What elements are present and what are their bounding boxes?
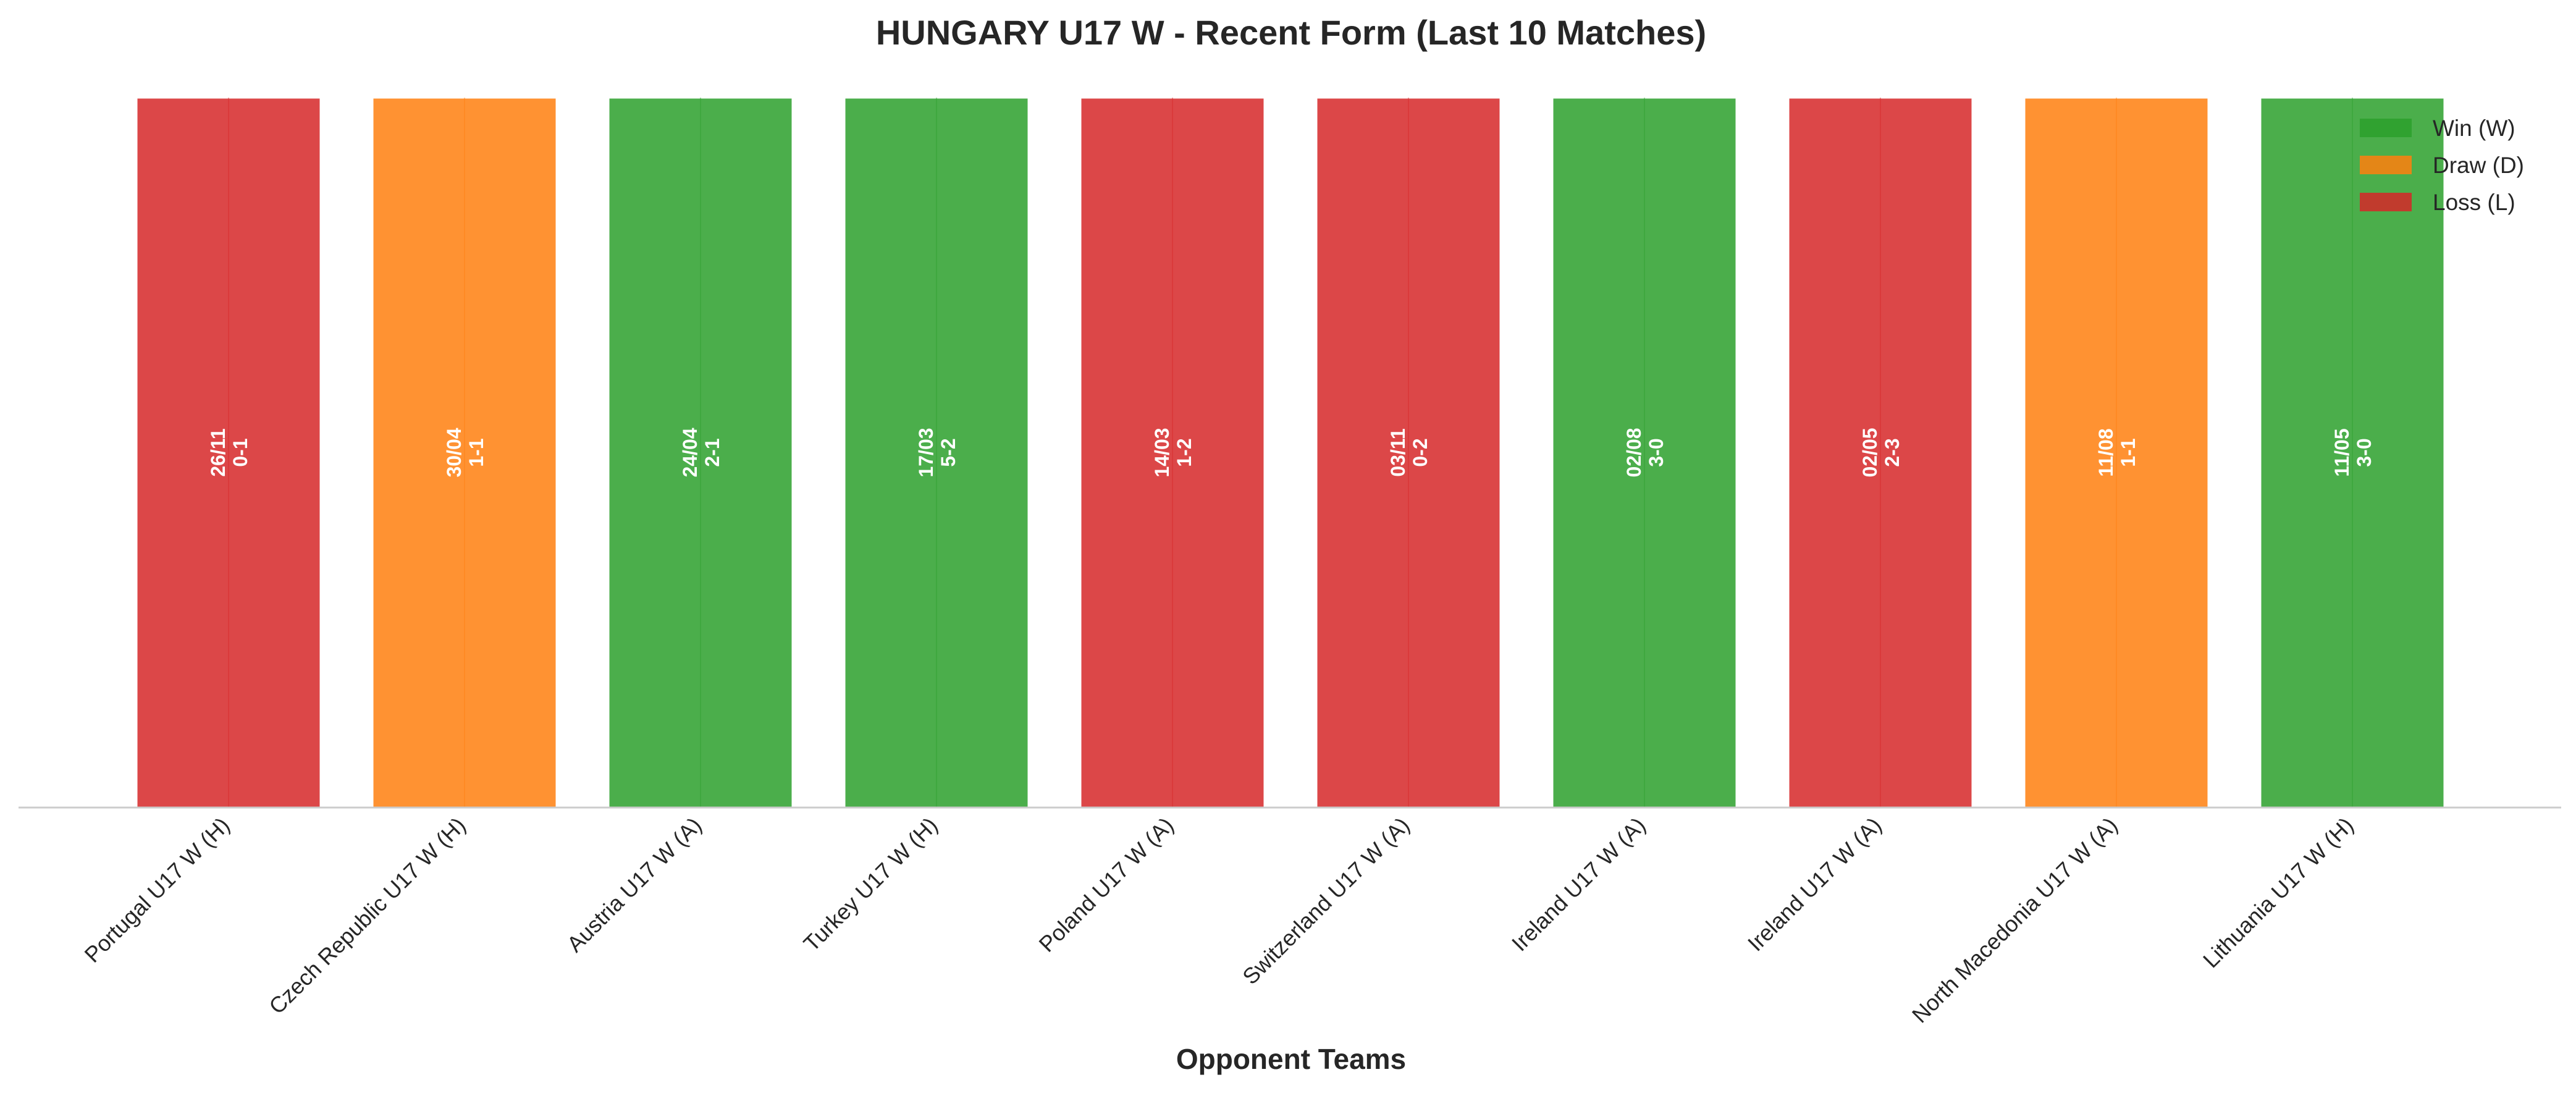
bar-label-score: 3-0 (2353, 438, 2375, 466)
x-tick-label: Portugal U17 W (H) (80, 812, 235, 968)
x-tick-label: Lithuania U17 W (H) (2198, 812, 2359, 973)
x-tick-label: Czech Republic U17 W (H) (264, 812, 471, 1019)
legend-swatch (2360, 193, 2412, 211)
bar-label-score: 2-1 (701, 438, 723, 466)
x-tick-label: Switzerland U17 W (A) (1237, 812, 1414, 989)
bar-label: 02/083-0 (1623, 428, 1667, 477)
bar-label-score: 5-2 (937, 438, 959, 466)
legend: Win (W) Draw (D) Loss (L) (2360, 116, 2524, 215)
chart-title: HUNGARY U17 W - Recent Form (Last 10 Mat… (876, 13, 1706, 52)
bar-label-score: 0-1 (229, 438, 251, 466)
bar (1315, 96, 1502, 809)
x-tick-label: Turkey U17 W (H) (799, 812, 943, 956)
bar-label: 11/053-0 (2331, 428, 2375, 476)
bar-label-score: 1-2 (1173, 438, 1195, 466)
bar (135, 96, 322, 809)
bar-label-date: 11/05 (2331, 428, 2353, 476)
bar (607, 96, 794, 809)
x-tick-label: North Macedonia U17 W (A) (1907, 812, 2123, 1028)
bar-label: 17/035-2 (915, 428, 959, 477)
bar (1079, 96, 1266, 809)
bar-label: 02/052-3 (1859, 428, 1903, 477)
bar-label-score: 3-0 (1645, 438, 1667, 466)
bar-label-date: 02/05 (1859, 428, 1881, 477)
bar-label-date: 24/04 (679, 428, 701, 477)
bar (371, 96, 558, 809)
bar-label-date: 17/03 (915, 428, 937, 477)
x-axis-title: Opponent Teams (1176, 1043, 1406, 1075)
bar-label-date: 26/11 (207, 428, 229, 476)
x-tick-labels: Portugal U17 W (H) Czech Republic U17 W (… (80, 812, 2359, 1028)
bar-label: 30/041-1 (443, 428, 487, 477)
legend-swatch (2360, 119, 2412, 137)
bar-label: 14/031-2 (1151, 428, 1195, 477)
x-tick-label: Poland U17 W (A) (1034, 812, 1179, 957)
legend-label: Win (W) (2433, 116, 2515, 141)
bar (843, 96, 1030, 809)
bar-label-date: 03/11 (1387, 428, 1409, 476)
legend-label: Loss (L) (2433, 190, 2515, 215)
x-tick-label: Ireland U17 W (A) (1743, 812, 1887, 956)
bar-label: 11/081-1 (2095, 428, 2139, 476)
bar-label-score: 1-1 (465, 438, 487, 466)
bar-label-score: 1-1 (2117, 438, 2139, 466)
bar-label-date: 11/08 (2095, 428, 2117, 476)
bar-label: 03/110-2 (1387, 428, 1431, 476)
bars-layer: 26/110-1 30/041-1 24/042-1 17/035-2 14/031-2… (135, 96, 2446, 809)
bar-label-date: 14/03 (1151, 428, 1173, 477)
legend-swatch (2360, 156, 2412, 174)
bar-label: 26/110-1 (207, 428, 251, 476)
bar (2259, 96, 2446, 809)
x-tick-label: Austria U17 W (A) (562, 812, 707, 957)
bar-label-date: 30/04 (443, 428, 465, 477)
bar-label-score: 0-2 (1409, 438, 1431, 466)
bar-label-score: 2-3 (1881, 438, 1903, 466)
bar (1551, 96, 1738, 809)
bar-label: 24/042-1 (679, 428, 723, 477)
x-tick-label: Ireland U17 W (A) (1507, 812, 1651, 956)
legend-label: Draw (D) (2433, 153, 2524, 178)
bar-label-date: 02/08 (1623, 428, 1645, 477)
